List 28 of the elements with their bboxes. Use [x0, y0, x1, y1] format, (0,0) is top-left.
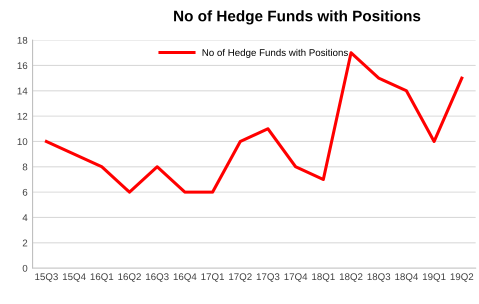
- x-tick-label: 17Q2: [229, 273, 252, 282]
- x-tick-label: 19Q2: [450, 273, 474, 282]
- y-tick-label: 6: [22, 188, 28, 196]
- y-tick-label: 14: [18, 88, 28, 94]
- x-tick-label: 16Q3: [146, 273, 169, 282]
- x-tick-label: 15Q3: [35, 273, 58, 282]
- y-tick-label: 18: [18, 36, 28, 44]
- x-tick-label: 16Q4: [174, 273, 196, 282]
- y-tick-label: 12: [18, 112, 28, 120]
- x-tick-label: 17Q4: [284, 273, 308, 282]
- y-tick-label: 0: [22, 264, 28, 272]
- x-tick-label: 16Q2: [118, 273, 141, 282]
- x-tick-label: 18Q1: [312, 273, 335, 282]
- y-tick-label: 8: [22, 164, 28, 170]
- x-tick-label: 16Q1: [90, 273, 114, 282]
- y-tick-label: 4: [22, 214, 28, 221]
- y-tick-label: 2: [22, 240, 28, 246]
- x-tick-label: 18Q2: [340, 273, 362, 282]
- y-tick-label: 10: [18, 138, 28, 146]
- x-tick-label: 15Q4: [62, 273, 86, 282]
- x-tick-label: 17Q1: [201, 273, 224, 282]
- x-tick-label: 17Q3: [256, 273, 280, 282]
- chart-title: No of Hedge Funds with Positions: [174, 10, 420, 25]
- x-tick-label: 18Q3: [368, 273, 390, 282]
- x-tick-label: 19Q1: [422, 273, 446, 282]
- x-tick-label: 18Q4: [395, 273, 418, 282]
- legend-label: No of Hedge Funds with Positions: [202, 48, 348, 58]
- y-tick-label: 16: [18, 62, 28, 70]
